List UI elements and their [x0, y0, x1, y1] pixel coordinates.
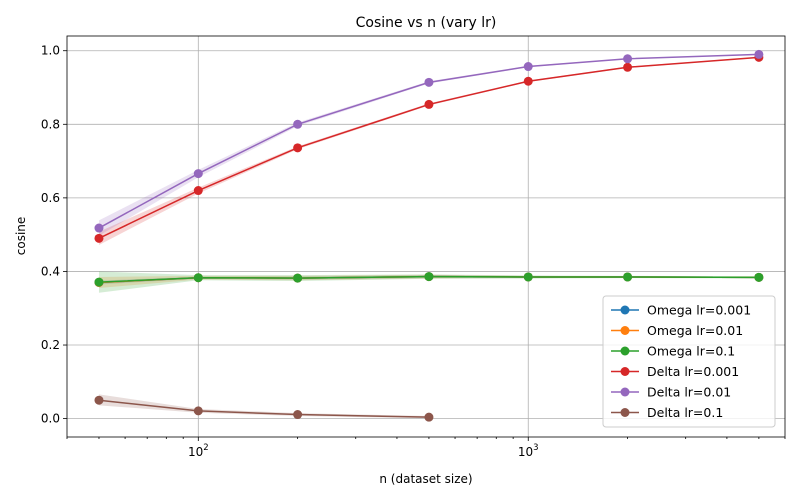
- y-tick-label: 0.8: [41, 117, 60, 131]
- plot-area-frame: [66, 35, 786, 438]
- data-point: [94, 395, 104, 405]
- y-tick-label: 0.6: [41, 191, 60, 205]
- data-point: [293, 119, 303, 129]
- data-point: [193, 169, 203, 179]
- legend-swatch-marker: [620, 346, 630, 356]
- legend-swatch-marker: [620, 367, 630, 376]
- legend-label: Delta lr=0.001: [647, 364, 739, 379]
- data-point: [754, 49, 764, 59]
- data-point: [94, 277, 104, 287]
- y-tick-label: 1.0: [41, 44, 60, 58]
- y-axis-label: cosine: [14, 217, 28, 256]
- chart-title: Cosine vs n (vary lr): [356, 15, 497, 31]
- data-point: [94, 223, 104, 233]
- series-line: [98, 399, 429, 418]
- data-point: [523, 272, 533, 282]
- legend-swatch-marker: [620, 408, 630, 417]
- data-point: [193, 186, 203, 196]
- data-point: [293, 273, 303, 283]
- data-point: [623, 54, 633, 64]
- grid-lines: [67, 36, 785, 437]
- legend-label: Delta lr=0.01: [647, 385, 731, 400]
- y-tick-label: 0.4: [41, 264, 60, 278]
- legend: Omega lr=0.001 Omega lr=0.01 Omega lr=0.1 D…: [602, 295, 776, 428]
- y-tick-label: 0.2: [41, 338, 60, 352]
- axis-ticks: 0.0 0.2 0.4 0.6 0.8 1.0 102 103: [41, 44, 786, 459]
- legend-label: Delta lr=0.1: [647, 405, 723, 420]
- legend-label: Omega lr=0.01: [647, 323, 743, 338]
- data-point: [424, 77, 434, 87]
- data-point: [293, 143, 303, 153]
- x-axis-label: n (dataset size): [379, 472, 472, 486]
- data-point: [623, 272, 633, 282]
- series-points: [94, 49, 764, 422]
- legend-swatch-marker: [620, 326, 630, 335]
- data-point: [523, 76, 533, 86]
- data-point: [193, 273, 203, 283]
- x-tick-label: 102: [188, 443, 209, 459]
- data-point: [424, 99, 434, 109]
- data-point: [424, 272, 434, 282]
- legend-swatch-marker: [620, 305, 630, 315]
- data-point: [754, 272, 764, 282]
- y-tick-label: 0.0: [41, 412, 60, 426]
- data-point: [424, 412, 434, 422]
- legend-label: Omega lr=0.1: [647, 344, 735, 359]
- data-point: [193, 406, 203, 416]
- legend-box: [602, 295, 776, 428]
- data-point: [293, 410, 303, 420]
- legend-swatch-marker: [620, 387, 630, 397]
- data-point: [94, 233, 104, 243]
- legend-label: Omega lr=0.001: [647, 303, 751, 318]
- x-tick-label: 103: [518, 443, 539, 459]
- data-point: [523, 62, 533, 72]
- data-point: [623, 62, 633, 72]
